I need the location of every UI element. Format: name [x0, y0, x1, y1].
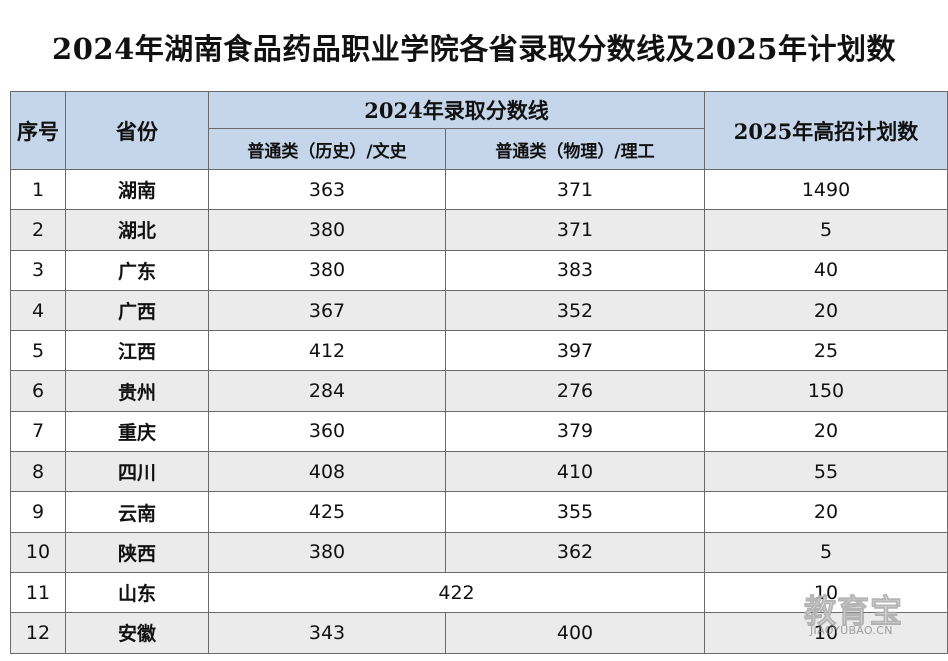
cell-seq: 4 [10, 289, 66, 332]
table-row: 10 陕西 380 362 5 [10, 531, 948, 573]
cell-province: 广西 [65, 289, 209, 332]
header-history: 普通类（历史）/文史 [208, 128, 446, 170]
cell-plan: 20 [704, 410, 948, 453]
cell-plan: 25 [704, 330, 948, 372]
cell-seq: 7 [10, 410, 66, 453]
cell-history: 380 [208, 209, 446, 251]
table-row-shandong: 11 山东 422 10 [10, 571, 948, 614]
cell-physics: 352 [444, 289, 706, 332]
cell-province: 云南 [65, 491, 209, 533]
cell-physics: 379 [444, 410, 706, 453]
cell-province: 陕西 [65, 531, 209, 573]
table-row: 4 广西 367 352 20 [10, 289, 948, 332]
page-title: 2024年湖南食品药品职业学院各省录取分数线及2025年计划数 [52, 32, 896, 66]
cell-history: 367 [208, 289, 446, 332]
cell-history: 425 [208, 491, 446, 533]
cell-plan: 20 [704, 491, 948, 533]
cell-physics: 355 [444, 491, 706, 533]
cell-physics: 362 [444, 531, 706, 573]
cell-seq: 10 [10, 531, 66, 573]
cell-province: 安徽 [65, 612, 209, 654]
cell-province: 贵州 [65, 370, 209, 412]
cell-seq: 8 [10, 451, 66, 493]
cell-merged-score: 422 [207, 571, 706, 614]
header-plan: 2025年高招计划数 [704, 91, 948, 170]
cell-plan: 5 [704, 531, 948, 573]
cell-history: 363 [208, 168, 446, 211]
cell-physics: 276 [444, 370, 706, 412]
cell-province: 湖南 [65, 168, 209, 211]
cell-physics: 400 [444, 612, 706, 654]
cell-plan: 20 [704, 289, 948, 332]
header-physics: 普通类（物理）/理工 [444, 128, 706, 170]
table-row-anhui: 12 安徽 343 400 10 [10, 612, 948, 654]
table-row: 6 贵州 284 276 150 [10, 370, 948, 412]
cell-plan: 1490 [704, 168, 948, 211]
table-row: 7 重庆 360 379 20 [10, 410, 948, 453]
cell-seq: 9 [10, 491, 66, 533]
cell-seq: 3 [10, 249, 66, 291]
score-table: 序号 省份 2024年录取分数线 2025年高招计划数 普通类（历史）/文史 普… [10, 91, 948, 654]
cell-physics: 397 [444, 330, 706, 372]
table-row: 2 湖北 380 371 5 [10, 209, 948, 251]
cell-plan: 40 [704, 249, 948, 291]
cell-history: 380 [208, 249, 446, 291]
cell-history: 343 [208, 612, 446, 654]
cell-province: 湖北 [65, 209, 209, 251]
table-row: 3 广东 380 383 40 [10, 249, 948, 291]
cell-seq: 1 [10, 168, 66, 211]
table-header: 序号 省份 2024年录取分数线 2025年高招计划数 普通类（历史）/文史 普… [10, 91, 948, 170]
cell-seq: 12 [10, 612, 66, 654]
header-score-group: 2024年录取分数线 [207, 91, 706, 129]
cell-seq: 6 [10, 370, 66, 412]
cell-province: 江西 [65, 330, 209, 372]
header-province: 省份 [65, 91, 209, 170]
cell-plan: 150 [704, 370, 948, 412]
table-row: 5 江西 412 397 25 [10, 330, 948, 372]
cell-physics: 383 [444, 249, 706, 291]
header-seq: 序号 [10, 91, 66, 170]
table-body: 1 湖南 363 371 1490 2 湖北 380 371 5 3 广东 38… [10, 168, 948, 654]
cell-physics: 371 [444, 209, 706, 251]
cell-plan: 10 [704, 571, 948, 614]
cell-seq: 11 [10, 571, 66, 614]
cell-province: 四川 [65, 451, 209, 493]
cell-plan: 10 [704, 612, 948, 654]
cell-province: 广东 [65, 249, 209, 291]
cell-seq: 5 [10, 330, 66, 372]
cell-province: 重庆 [65, 410, 209, 453]
cell-history: 360 [208, 410, 446, 453]
cell-plan: 5 [704, 209, 948, 251]
cell-seq: 2 [10, 209, 66, 251]
table-row: 8 四川 408 410 55 [10, 451, 948, 493]
cell-plan: 55 [704, 451, 948, 493]
cell-history: 380 [208, 531, 446, 573]
cell-province: 山东 [65, 571, 209, 614]
cell-history: 408 [208, 451, 446, 493]
table-row: 9 云南 425 355 20 [10, 491, 948, 533]
cell-physics: 410 [444, 451, 706, 493]
cell-history: 284 [208, 370, 446, 412]
table-row: 1 湖南 363 371 1490 [10, 168, 948, 211]
cell-history: 412 [208, 330, 446, 372]
cell-physics: 371 [444, 168, 706, 211]
